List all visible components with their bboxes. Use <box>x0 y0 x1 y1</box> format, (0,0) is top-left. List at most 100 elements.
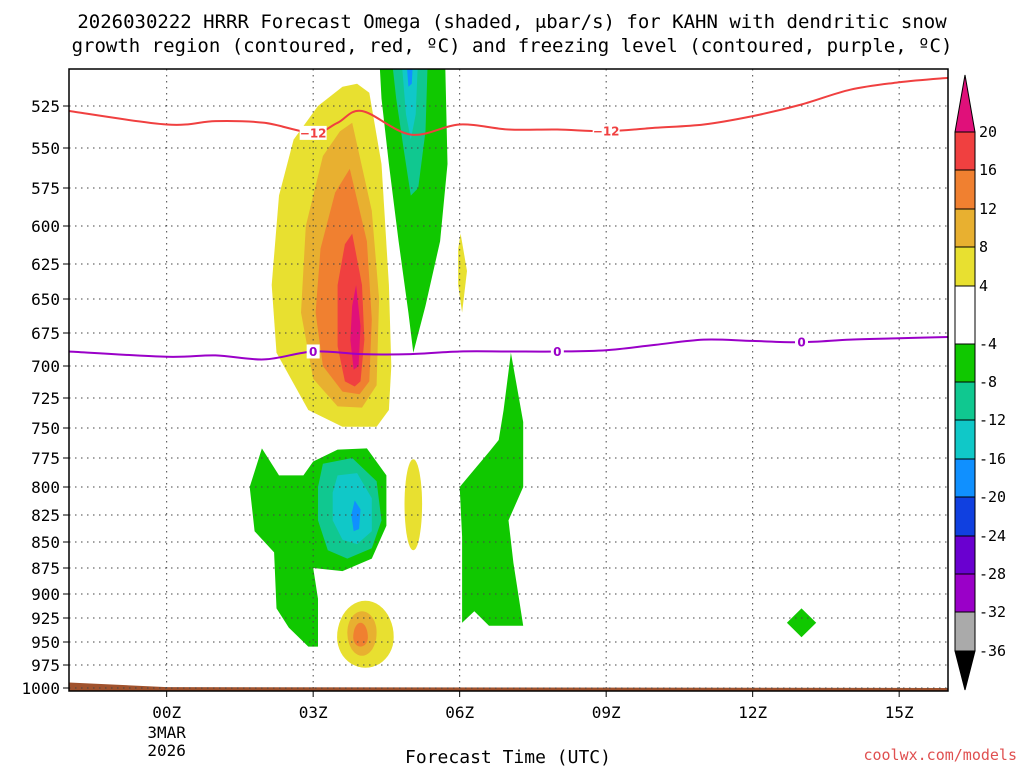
plot-area: −12 −12 0 0 0 <box>68 68 949 692</box>
colorbar-swatch-4 <box>954 496 976 537</box>
omega-region-rising-small <box>458 233 467 313</box>
terrain-fill <box>69 682 948 691</box>
colorbar-swatch-7 <box>954 381 976 421</box>
omega-region-sinking-lower-level-4 <box>351 500 361 532</box>
y-tick-label-825: 825 <box>31 506 60 525</box>
omega-shading <box>69 69 948 691</box>
y-tick-label-900: 900 <box>31 585 60 604</box>
omega-region-rising-thin <box>404 459 423 551</box>
colorbar-swatch-3 <box>954 535 976 575</box>
colorbar-label-3: -28 <box>979 565 1006 583</box>
freezing-level-contour-label-1: 0 <box>309 345 317 359</box>
colorbar-label-2: -32 <box>979 603 1006 621</box>
colorbar-label-10: 4 <box>979 277 988 295</box>
y-tick-label-650: 650 <box>31 290 60 309</box>
y-axis: 525 550 575 600 625 650 675 700 725 750 775 800 825 8… <box>21 97 69 698</box>
freezing-level-contour-label-3: 0 <box>797 336 805 350</box>
colorbar-label-5: -20 <box>979 488 1006 506</box>
omega-region-rising-small-level-1 <box>458 233 467 313</box>
colorbar-swatch-12 <box>954 169 976 210</box>
colorbar-label-14: 20 <box>979 123 997 141</box>
colorbar: -36 -32 -28 -24 -20 -16 -12 -8 -4 4 8 12 16 20 <box>954 74 1006 691</box>
dgz-contour-line <box>69 76 948 136</box>
omega-region-sinking-right-level-1 <box>459 352 524 626</box>
omega-region-rising-main <box>271 83 392 427</box>
x-tick-label-00Z: 00Z <box>152 703 181 722</box>
plot-frame <box>68 68 949 692</box>
colorbar-swatch-8 <box>954 343 976 383</box>
grid <box>69 69 948 691</box>
x-tick-label-12Z: 12Z <box>738 703 767 722</box>
chart-title-line2: growth region (contoured, red, ºC) and f… <box>72 35 953 57</box>
omega-region-sinking-upper-level-3 <box>402 69 418 140</box>
credit-text: coolwx.com/models <box>863 746 1017 764</box>
y-tick-label-950: 950 <box>31 633 60 652</box>
y-tick-label-575: 575 <box>31 179 60 198</box>
colorbar-label-9: -4 <box>979 335 997 353</box>
omega-region-sinking-upper <box>379 69 448 353</box>
colorbar-swatch-13 <box>954 131 976 171</box>
colorbar-swatch-10 <box>954 246 976 287</box>
omega-region-rising-near-surface <box>337 600 394 668</box>
x-axis-label: Forecast Time (UTC) <box>405 747 611 768</box>
dgz-contour-label-1: −12 <box>300 126 327 140</box>
y-tick-label-925: 925 <box>31 609 60 628</box>
y-tick-label-875: 875 <box>31 559 60 578</box>
y-tick-label-725: 725 <box>31 389 60 408</box>
freezing-level-contour-label-bg <box>795 335 808 350</box>
y-tick-label-750: 750 <box>31 419 60 438</box>
omega-region-rising-main-level-5 <box>350 285 361 370</box>
x-tick-label-15Z: 15Z <box>885 703 914 722</box>
colorbar-swatch-9 <box>954 285 976 345</box>
colorbar-label-4: -24 <box>979 527 1006 545</box>
y-tick-label-550: 550 <box>31 139 60 158</box>
x-tick-label-06Z: 06Z <box>445 703 474 722</box>
chart-title-line1: 2026030222 HRRR Forecast Omega (shaded, … <box>77 11 947 33</box>
freezing-level-contour-label-bg <box>306 344 320 359</box>
y-tick-label-975: 975 <box>31 656 60 675</box>
colorbar-swatch-1 <box>954 611 976 652</box>
colorbar-swatch-6 <box>954 419 976 460</box>
x-tick-label-03Z: 03Z <box>299 703 328 722</box>
colorbar-label-13: 16 <box>979 161 997 179</box>
y-tick-label-800: 800 <box>31 478 60 497</box>
omega-region-rising-near-surface-level-3 <box>353 622 368 647</box>
colorbar-label-12: 12 <box>979 200 997 218</box>
dgz-contour-label-bg <box>592 124 620 139</box>
y-tick-label-675: 675 <box>31 324 60 343</box>
freezing-level-contour-label-2: 0 <box>553 345 561 359</box>
x-tick-year: 2026 <box>147 741 186 760</box>
omega-region-rising-thin-level-1 <box>404 459 423 551</box>
x-tick-label-09Z: 09Z <box>592 703 621 722</box>
colorbar-swatch-below-min <box>954 650 976 691</box>
colorbar-label-7: -12 <box>979 411 1006 429</box>
y-tick-label-600: 600 <box>31 217 60 236</box>
omega-region-sinking-lower <box>249 448 387 647</box>
colorbar-label-8: -8 <box>979 373 997 391</box>
freezing-level-contour-label-bg <box>550 344 564 359</box>
omega-region-sinking-upper-level-1 <box>379 69 448 353</box>
colorbar-label-1: -36 <box>979 642 1006 660</box>
omega-region-sinking-lower-level-3 <box>332 473 372 545</box>
omega-region-sinking-upper-level-4 <box>407 69 413 87</box>
dgz-contour-label-2: −12 <box>593 125 620 139</box>
colorbar-swatch-2 <box>954 573 976 613</box>
colorbar-swatch-5 <box>954 458 976 498</box>
x-tick-date: 3MAR <box>147 723 186 742</box>
y-tick-label-1000: 1000 <box>21 679 60 698</box>
y-tick-label-625: 625 <box>31 255 60 274</box>
colorbar-swatch-11 <box>954 208 976 248</box>
colorbar-label-6: -16 <box>979 450 1006 468</box>
y-tick-label-850: 850 <box>31 533 60 552</box>
colorbar-label-11: 8 <box>979 238 988 256</box>
contours: −12 −12 0 0 0 <box>69 76 948 361</box>
y-tick-label-700: 700 <box>31 357 60 376</box>
omega-region-sinking-diamond <box>786 608 817 638</box>
dgz-contour-label-bg <box>299 125 327 140</box>
omega-region-sinking-diamond-level-1 <box>786 608 817 638</box>
omega-region-sinking-right <box>459 352 524 626</box>
colorbar-swatch-above-max <box>954 74 976 133</box>
y-tick-label-775: 775 <box>31 449 60 468</box>
